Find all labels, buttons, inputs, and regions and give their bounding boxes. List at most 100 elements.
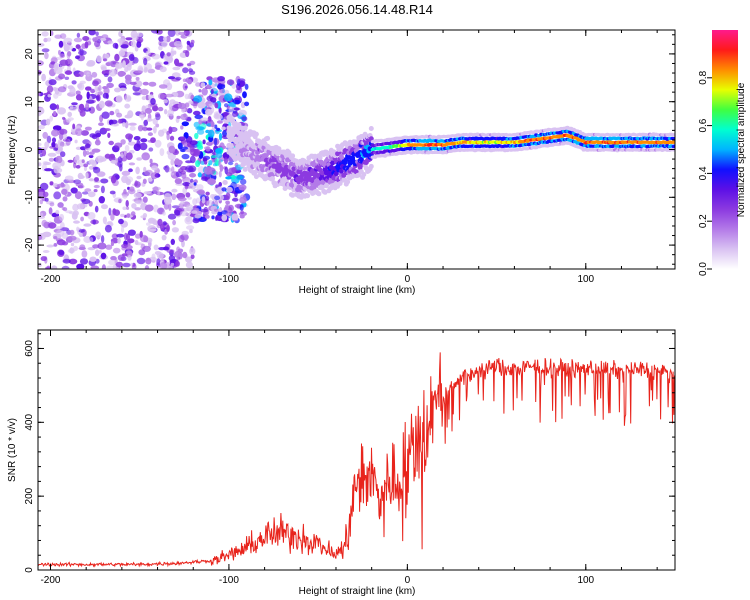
heatmap-cell <box>58 73 66 80</box>
heatmap-cell <box>110 241 114 247</box>
heatmap-cell <box>150 98 156 105</box>
heatmap-cell <box>211 215 215 220</box>
heatmap-cell <box>67 159 74 163</box>
heatmap-cell <box>57 91 62 96</box>
heatmap-cell <box>128 168 133 173</box>
heatmap-cell <box>218 132 223 141</box>
heatmap-cell <box>140 88 149 96</box>
heatmap-cell <box>59 128 68 135</box>
heatmap-cell <box>177 142 183 150</box>
heatmap-cell <box>124 144 130 152</box>
heatmap-cell <box>167 109 174 117</box>
heatmap-cell <box>139 230 143 238</box>
heatmap-cell <box>265 135 271 141</box>
heatmap-cell <box>46 244 55 248</box>
heatmap-cell <box>197 189 205 196</box>
heatmap-cell <box>190 39 195 45</box>
heatmap-cell <box>173 40 183 47</box>
heatmap-cell <box>132 92 141 96</box>
y-tick-label: 0 <box>24 146 35 152</box>
heatmap-cell <box>104 224 112 233</box>
heatmap-cell <box>180 136 186 141</box>
heatmap-cell <box>181 146 189 150</box>
heatmap-cell <box>290 153 296 159</box>
heatmap-cell <box>125 200 129 207</box>
heatmap-cell <box>52 125 62 131</box>
heatmap-cell <box>97 91 104 96</box>
heatmap-cell <box>157 106 164 112</box>
heatmap-cell <box>142 81 149 86</box>
heatmap-cell <box>218 182 222 187</box>
heatmap-cell <box>100 66 107 71</box>
heatmap-cell <box>77 83 83 89</box>
heatmap-cell <box>218 207 222 212</box>
heatmap-cell <box>102 58 108 62</box>
heatmap-cell <box>52 183 59 188</box>
x-tick-label: -100 <box>219 274 239 285</box>
heatmap-cell <box>163 61 169 65</box>
snr-frame <box>37 329 676 571</box>
heatmap-cell <box>84 203 88 208</box>
heatmap-cell <box>200 208 209 213</box>
heatmap-cell <box>228 167 236 175</box>
heatmap-cell <box>134 207 142 211</box>
heatmap-cell <box>88 165 95 170</box>
heatmap-cell <box>107 132 111 138</box>
heatmap-cell <box>136 32 144 38</box>
heatmap-cell <box>129 125 136 131</box>
colorbar-tick-label: 0.2 <box>698 214 709 228</box>
heatmap-cell <box>176 115 181 119</box>
heatmap-cell <box>133 192 142 199</box>
heatmap-cell <box>161 234 167 241</box>
heatmap-cell <box>118 198 122 204</box>
heatmap-cell <box>49 202 55 207</box>
heatmap-cell <box>74 139 78 144</box>
heatmap-cell <box>42 231 52 238</box>
heatmap-cell <box>221 126 226 130</box>
heatmap-cell <box>186 225 195 230</box>
heatmap-cell <box>43 161 52 166</box>
spectrogram-heatmap <box>38 30 675 269</box>
heatmap-cell <box>125 133 133 140</box>
heatmap-cell <box>244 101 250 107</box>
heatmap-cell <box>228 143 234 149</box>
y-tick-label: 400 <box>24 414 35 431</box>
heatmap-cell <box>107 220 113 225</box>
heatmap-cell <box>114 53 120 62</box>
heatmap-cell <box>127 141 136 146</box>
heatmap-cell <box>144 169 153 177</box>
heatmap-cell <box>71 102 78 106</box>
heatmap-cell <box>135 233 141 239</box>
heatmap-cell <box>168 145 176 154</box>
heatmap-cell <box>196 129 205 135</box>
heatmap-cell <box>214 102 219 109</box>
heatmap-cell <box>208 160 213 166</box>
heatmap-cell <box>100 178 109 184</box>
snr-panel: -200 -100 0 100 0 200 400 600 Height of straigh… <box>7 329 676 597</box>
heatmap-cell <box>82 149 87 157</box>
heatmap-cell <box>66 118 72 123</box>
heatmap-cell <box>185 165 194 173</box>
heatmap-cell <box>171 72 181 78</box>
heatmap-cell <box>171 193 177 201</box>
heatmap-cell <box>163 99 168 104</box>
heatmap-cell <box>104 40 108 45</box>
heatmap-cell <box>41 148 47 157</box>
heatmap-cell <box>92 219 96 225</box>
heatmap-cell <box>153 244 159 251</box>
y-tick-label: 0 <box>24 567 35 573</box>
heatmap-cell <box>51 141 56 148</box>
y-tick-label: 20 <box>24 48 35 60</box>
heatmap-cell <box>145 107 152 114</box>
heatmap-cell <box>73 37 83 43</box>
heatmap-cell <box>69 229 75 236</box>
heatmap-cell <box>165 82 173 91</box>
heatmap-cell <box>90 88 96 94</box>
heatmap-cell <box>116 112 123 118</box>
heatmap-cell <box>40 182 49 191</box>
heatmap-cell <box>215 148 222 154</box>
heatmap-cell <box>168 103 173 111</box>
heatmap-cell <box>163 196 172 205</box>
heatmap-cell <box>117 70 126 77</box>
